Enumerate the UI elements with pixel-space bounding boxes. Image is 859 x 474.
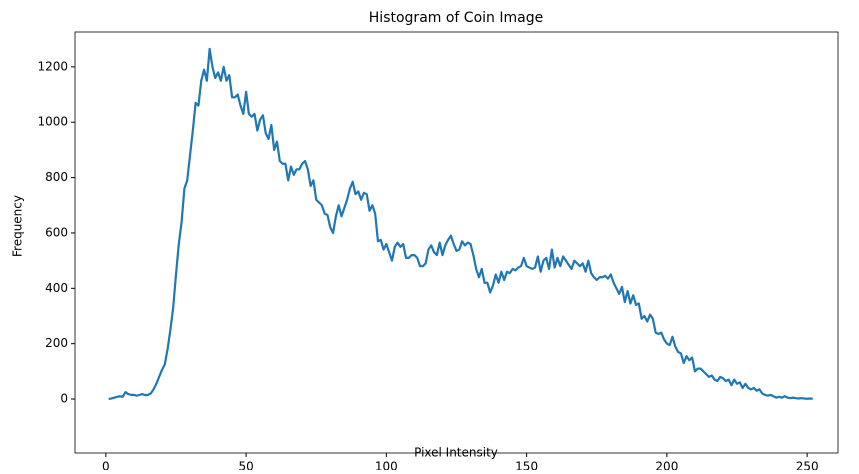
x-tick-label: 200 — [655, 460, 678, 471]
x-axis-label: Pixel Intensity — [414, 446, 498, 460]
y-axis-label: Frequency — [11, 195, 25, 257]
data-line — [108, 47, 813, 401]
y-tick-label: 1000 — [37, 115, 68, 129]
plot-frame — [74, 31, 839, 454]
chart-title: Histogram of Coin Image — [369, 10, 543, 26]
y-tick-label: 400 — [45, 281, 68, 295]
x-tick-label: 0 — [102, 460, 110, 471]
y-tick-label: 1200 — [37, 59, 68, 73]
y-tick-label: 0 — [60, 392, 68, 406]
x-tick-label: 100 — [375, 460, 398, 471]
x-tick-label: 50 — [238, 460, 253, 471]
y-tick-label: 200 — [45, 336, 68, 350]
x-tick-label: 250 — [796, 460, 819, 471]
y-tick-label: 600 — [45, 225, 68, 239]
y-tick-label: 800 — [45, 170, 68, 184]
x-tick-label: 150 — [515, 460, 538, 471]
